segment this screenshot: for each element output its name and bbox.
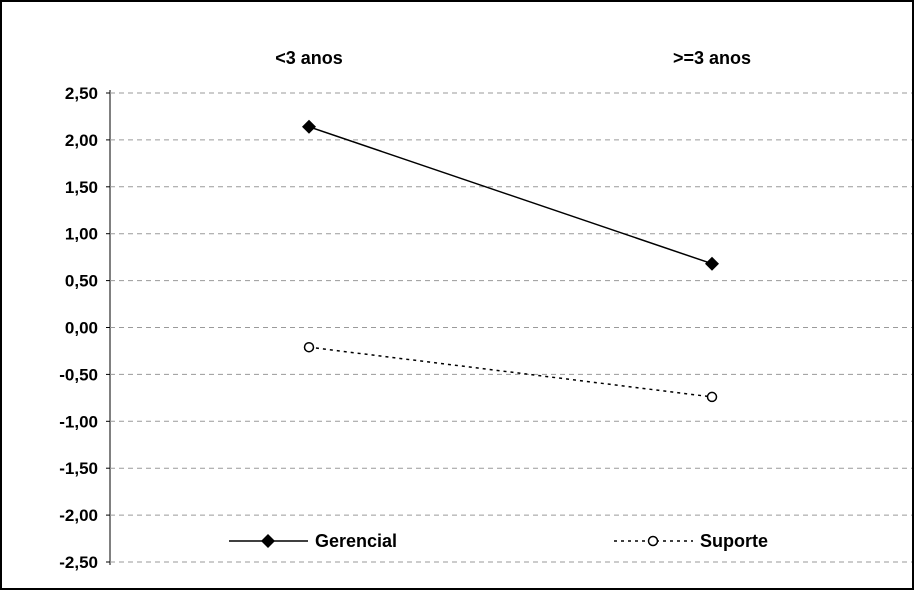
y-tick-label: 1,00	[65, 225, 98, 244]
legend-marker-gerencial	[261, 534, 275, 548]
y-axis-ticks: 2,50 2,00 1,50 1,00 0,50 0,00 -0,50 -1,00 -1,50 -…	[59, 84, 110, 572]
y-tick-label: 1,50	[65, 178, 98, 197]
y-tick-label: 0,00	[65, 319, 98, 338]
grid-lines	[110, 92, 912, 563]
y-tick-label: -2,50	[59, 553, 98, 572]
series-layer	[302, 119, 719, 403]
legend-label-suporte: Suporte	[700, 531, 768, 551]
legend-item-gerencial: Gerencial	[229, 531, 397, 551]
legend-item-suporte: Suporte	[614, 531, 768, 551]
y-tick-label: -1,50	[59, 459, 98, 478]
category-label-1: >=3 anos	[673, 48, 751, 68]
y-tick-label: 0,50	[65, 272, 98, 291]
data-point-0-1	[705, 256, 719, 271]
y-tick-label: -2,00	[59, 506, 98, 525]
series-line-1	[308, 346, 713, 398]
y-tick-label: 2,00	[65, 131, 98, 150]
y-tick-label: -1,00	[59, 412, 98, 431]
legend-label-gerencial: Gerencial	[315, 531, 397, 551]
category-label-0: <3 anos	[275, 48, 343, 68]
data-point-1-1	[706, 391, 718, 403]
y-tick-label: -0,50	[59, 365, 98, 384]
data-point-0-0	[302, 119, 316, 134]
legend: Gerencial Suporte	[229, 531, 768, 551]
legend-marker-suporte	[647, 535, 659, 547]
data-point-1-0	[303, 341, 315, 353]
series-line-0	[308, 126, 713, 265]
y-tick-label: 2,50	[65, 84, 98, 103]
